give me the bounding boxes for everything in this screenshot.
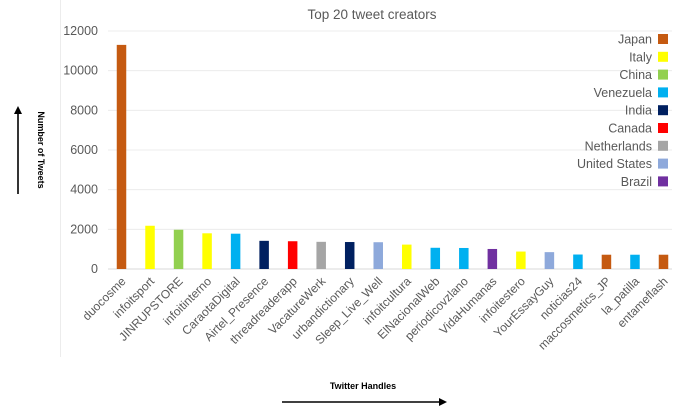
y-axis-title: Number of Tweets: [36, 111, 46, 188]
bar-CaraotaDigital: [230, 233, 241, 269]
bar-la_patilla: [630, 254, 640, 269]
bar-ElNacionalWeb: [430, 247, 441, 269]
legend-swatch: [658, 140, 668, 151]
y-axis-arrowhead: [14, 106, 22, 114]
x-axis-title-group: Twitter Handles: [282, 381, 447, 406]
bar-maccosmetics_JP: [601, 254, 612, 269]
x-axis-arrowhead: [439, 398, 447, 406]
legend-label: India: [625, 104, 652, 118]
bar-infoitsport: [145, 225, 155, 269]
y-tick-labels: 0 2000 4000 6000 8000 10000 12000: [63, 24, 98, 276]
bars: [116, 44, 669, 270]
bar-infoitcultura: [402, 244, 412, 269]
y-tick-label: 6000: [70, 143, 98, 157]
legend-label: Canada: [608, 122, 652, 136]
legend-swatch: [658, 176, 668, 187]
bar-infoitinterno: [202, 233, 212, 269]
legend-swatch: [658, 105, 668, 116]
bar-duocosme: [116, 44, 127, 270]
bar-VidaHumanas: [487, 248, 498, 269]
bar-VacatureWerk: [316, 241, 326, 269]
y-axis-title-group: Number of Tweets: [14, 106, 46, 194]
legend-swatch: [658, 34, 668, 44]
legend-swatch: [658, 158, 668, 169]
y-tick-label: 0: [91, 262, 98, 276]
legend-label: Netherlands: [585, 139, 652, 153]
legend-label: United States: [577, 157, 652, 171]
bar-periodicovzlano: [459, 247, 469, 269]
bar-YourEssayGuy: [544, 252, 555, 269]
bar-urbandictionary: [344, 242, 355, 269]
x-axis-title: Twitter Handles: [330, 381, 396, 391]
y-tick-label: 4000: [70, 183, 98, 197]
legend-label: Venezuela: [594, 86, 652, 100]
bar-noticias24: [573, 254, 583, 269]
bar-Airtel_Presence: [259, 240, 269, 269]
y-tick-label: 8000: [70, 103, 98, 117]
bar-entameflash: [658, 254, 669, 269]
y-tick-label: 12000: [63, 24, 98, 38]
bar-Sleep_Live_Well: [373, 242, 383, 269]
y-tick-label: 10000: [63, 64, 98, 78]
plot-area: [60, 0, 692, 357]
chart-title: Top 20 tweet creators: [307, 7, 436, 22]
bar-threadreaderapp: [287, 241, 298, 269]
legend-swatch: [658, 87, 668, 98]
legend-swatch: [658, 51, 668, 62]
y-tick-label: 2000: [70, 222, 98, 236]
legend-label: Japan: [618, 33, 652, 47]
legend-label: Brazil: [621, 175, 652, 189]
legend-label: Italy: [629, 50, 653, 64]
legend-label: China: [619, 68, 652, 82]
legend: Japan Italy China Venezuela India Canada Nethe…: [577, 33, 668, 189]
bar-JINRUPSTORE: [173, 229, 184, 269]
bar-infoitestero: [516, 251, 526, 269]
legend-swatch: [658, 123, 668, 133]
legend-swatch: [658, 69, 668, 80]
x-tick-labels: duocosmeinfoitsportJINRUPSTOREinfoitinte…: [80, 274, 671, 353]
